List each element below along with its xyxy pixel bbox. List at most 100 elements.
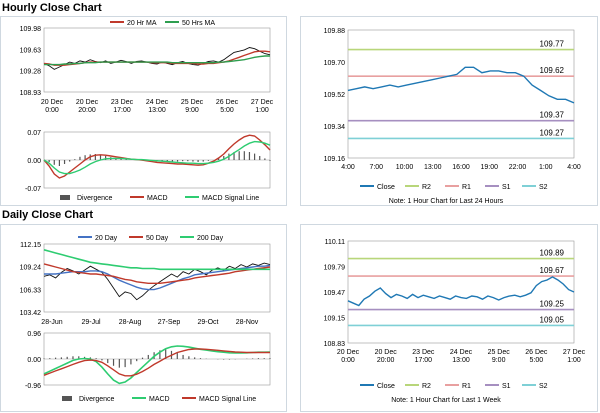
daily-macd-ytick-2: -0.96	[25, 383, 41, 390]
daily-price-50-day-line	[43, 263, 271, 284]
hourly-price-ytick-0: 109.98	[20, 26, 42, 33]
hourly-24h-level-label-s2: 109.27	[540, 128, 565, 137]
hourly-price-legend-50hr-label: 50 Hrs MA	[182, 20, 215, 27]
daily-week-xtick-3: 24 Dec 13:00	[450, 349, 473, 364]
daily-price-legend-200day-label: 200 Day	[197, 235, 224, 242]
hourly-24h-xtick-5: 19:00	[480, 164, 498, 171]
daily-week-ytick-0: 110.11	[325, 239, 345, 246]
hourly-24h-ytick-3: 109.34	[324, 124, 346, 131]
hourly-24h-level-label-r1: 109.62	[540, 66, 565, 75]
hourly-macd-legend-signal-label: MACD Signal Line	[202, 195, 259, 202]
hourly-macd-line	[43, 134, 271, 179]
hourly-price-xtick-3: 24 Dec 13:00	[146, 99, 169, 114]
daily-price-legend-20day-label: 20 Day	[95, 235, 118, 242]
hourly-24h-ytick-0: 109.88	[324, 28, 346, 35]
daily-week-legend-r2-label: R2	[422, 383, 431, 390]
hourly-price-50-hrs-ma-line	[44, 55, 270, 66]
daily-week-legend-s2-label: S2	[539, 383, 548, 390]
hourly-24h-xtick-7: 1:00	[539, 164, 553, 171]
hourly-24h-legend-s2-label: S2	[539, 184, 548, 191]
daily-right-panel	[300, 224, 598, 412]
hourly-price-plot	[43, 27, 271, 93]
daily-price-xtick-3: 27-Sep	[158, 319, 181, 326]
daily-week-level-label-r2: 109.89	[540, 249, 565, 258]
daily-macd-ytick-0: 0.96	[27, 331, 41, 338]
daily-week-level-label-s2: 109.05	[540, 315, 565, 324]
daily-week-legend-r1-label: R1	[462, 383, 471, 390]
hourly-24h-legend-r2-label: R2	[422, 184, 431, 191]
daily-left-panel	[0, 224, 287, 412]
hourly-left-panel	[0, 16, 287, 206]
hourly-right-panel	[300, 16, 598, 206]
hourly-24h-note: Note: 1 Hour Chart for Last 24 Hours	[389, 198, 504, 205]
daily-price-ytick-1: 109.24	[20, 265, 42, 272]
daily-week-level-label-s1: 109.25	[540, 300, 565, 309]
daily-macd-legend-divergence-swatch	[62, 396, 72, 401]
daily-macd-legend-macd-label: MACD	[149, 396, 170, 403]
daily-week-note: Note: 1 Hour Chart for Last 1 Week	[391, 397, 501, 404]
daily-price-xtick-0: 28-Jun	[41, 319, 63, 326]
hourly-24h-xtick-4: 16:00	[452, 164, 470, 171]
hourly-macd-ytick-0: 0.07	[27, 130, 41, 137]
daily-macd-signal-line	[43, 348, 270, 377]
daily-week-ytick-1: 109.79	[324, 265, 346, 272]
hourly-macd-legend-macd-label: MACD	[147, 195, 168, 202]
daily-week-ytick-2: 109.47	[324, 290, 346, 297]
daily-week-ytick-4: 108.83	[324, 341, 346, 348]
daily-week-legend-close-label: Close	[377, 383, 395, 390]
hourly-24h-legend-s1-label: S1	[502, 184, 511, 191]
daily-section-title: Daily Close Chart	[2, 209, 94, 221]
hourly-24h-legend-r1-label: R1	[462, 184, 471, 191]
daily-week-xtick-0: 20 Dec 0:00	[337, 349, 360, 364]
daily-price-200-day-line	[43, 249, 270, 271]
daily-price-plot	[43, 243, 271, 313]
daily-macd-line	[43, 345, 271, 385]
hourly-section-title: Hourly Close Chart	[2, 2, 102, 14]
hourly-24h-xtick-1: 7:00	[369, 164, 383, 171]
hourly-macd-ytick-2: -0.07	[25, 186, 41, 193]
hourly-24h-ytick-1: 109.70	[324, 60, 346, 67]
daily-week-level-label-r1: 109.67	[540, 266, 565, 275]
daily-macd-legend-divergence-label: Divergence	[79, 396, 115, 403]
daily-price-xtick-4: 29-Oct	[197, 319, 218, 326]
hourly-24h-plot	[347, 29, 575, 159]
hourly-price-xtick-1: 20 Dec 20:00	[76, 99, 99, 114]
daily-price-ytick-0: 112.15	[20, 242, 41, 249]
hourly-macd-signal-line	[43, 140, 271, 175]
daily-week-legend-s1-label: S1	[502, 383, 511, 390]
hourly-price-xtick-4: 25 Dec 9:00	[181, 99, 204, 114]
hourly-24h-xtick-6: 22:00	[509, 164, 527, 171]
hourly-24h-level-label-s1: 109.37	[540, 111, 565, 120]
daily-week-xtick-2: 23 Dec 17:00	[412, 349, 435, 364]
daily-price-ytick-3: 103.42	[20, 310, 42, 317]
hourly-macd-legend-divergence-label: Divergence	[77, 195, 113, 202]
daily-price-ytick-2: 106.33	[20, 287, 42, 294]
daily-macd-legend-signal-label: MACD Signal Line	[199, 396, 256, 403]
daily-week-xtick-6: 27 Dec 1:00	[563, 349, 586, 364]
hourly-price-xtick-2: 23 Dec 17:00	[111, 99, 134, 114]
hourly-price-ytick-2: 109.28	[20, 69, 42, 76]
hourly-macd-ytick-1: 0.00	[27, 158, 41, 165]
hourly-24h-level-label-r2: 109.77	[540, 40, 565, 49]
daily-week-xtick-1: 20 Dec 20:00	[375, 349, 398, 364]
hourly-price-legend-20hr-label: 20 Hr MA	[127, 20, 157, 27]
daily-price-xtick-5: 28-Nov	[236, 319, 259, 326]
hourly-24h-ytick-4: 109.16	[324, 156, 346, 163]
daily-week-close-line	[347, 276, 575, 307]
hourly-price-ytick-1: 109.63	[20, 47, 42, 54]
daily-price-legend-50day-label: 50 Day	[146, 235, 169, 242]
hourly-24h-xtick-3: 13:00	[424, 164, 442, 171]
daily-price-xtick-2: 28-Aug	[119, 319, 142, 326]
hourly-24h-ytick-2: 109.52	[324, 92, 346, 99]
daily-week-xtick-5: 26 Dec 5:00	[525, 349, 548, 364]
hourly-24h-xtick-0: 4:00	[341, 164, 355, 171]
daily-week-ytick-3: 109.15	[324, 316, 346, 323]
hourly-price-close-line	[43, 47, 271, 70]
hourly-24h-xtick-2: 10:00	[396, 164, 414, 171]
daily-week-xtick-4: 25 Dec 9:00	[488, 349, 511, 364]
hourly-24h-xtick-8: 4:00	[567, 164, 581, 171]
hourly-24h-legend-close-label: Close	[377, 184, 395, 191]
daily-price-xtick-1: 29-Jul	[81, 319, 101, 326]
hourly-price-xtick-6: 27 Dec 1:00	[251, 99, 274, 114]
